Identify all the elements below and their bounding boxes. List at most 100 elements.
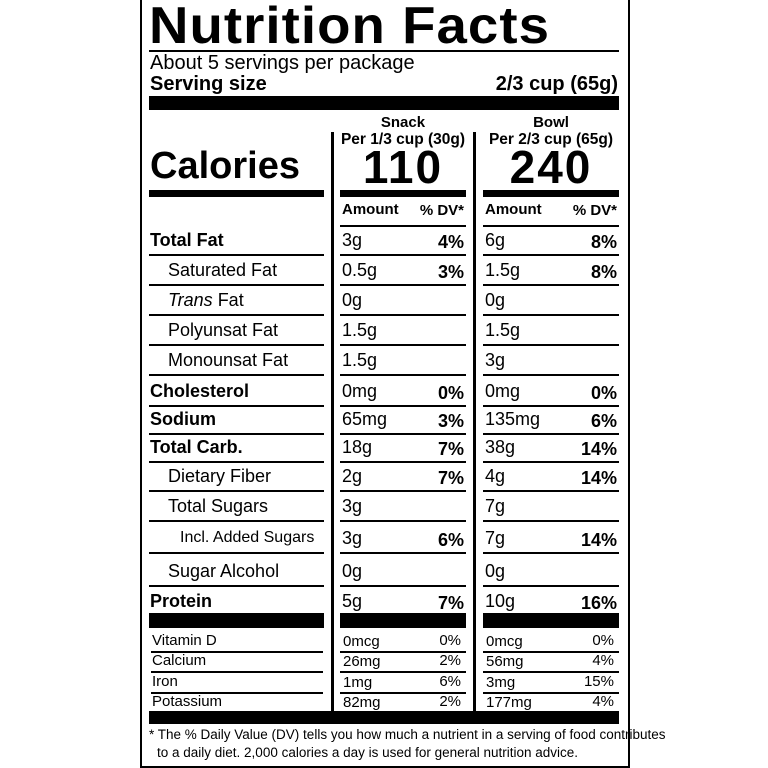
bowl-dv: 8% [590, 262, 617, 282]
divider [149, 490, 324, 492]
divider [340, 520, 466, 522]
divider [149, 433, 324, 435]
vitamin-label: Calcium [152, 652, 207, 669]
bowl-vitamin-amount: 0mcg [486, 633, 523, 650]
divider [340, 225, 466, 227]
divider [483, 552, 619, 554]
thick-divider [483, 613, 619, 628]
bowl-vitamin-dv: 15% [583, 673, 614, 690]
divider [340, 552, 466, 554]
bowl-vitamin-dv: 0% [592, 632, 614, 649]
column-calories: 240 [509, 141, 593, 193]
snack-dv: 6% [437, 530, 464, 550]
divider [483, 490, 619, 492]
snack-amount: 0mg [342, 381, 378, 401]
divider [151, 651, 323, 653]
divider [483, 374, 619, 376]
divider [149, 314, 324, 316]
divider [149, 374, 324, 376]
nutrient-label: Total Fat [150, 230, 224, 250]
nutrient-label: Cholesterol [150, 381, 250, 401]
servings-per-package: About 5 servings per package [150, 52, 415, 74]
nutrient-label: Protein [150, 591, 213, 611]
snack-vitamin-dv: 0% [439, 632, 461, 649]
divider [340, 374, 466, 376]
divider [340, 433, 466, 435]
divider [149, 284, 324, 286]
snack-amount: 0.5g [342, 260, 378, 280]
divider [483, 433, 619, 435]
column-divider [331, 132, 334, 714]
nutrient-label: Sugar Alcohol [168, 561, 280, 581]
snack-amount: 65mg [342, 409, 388, 429]
bowl-amount: 0mg [485, 381, 521, 401]
divider [149, 344, 324, 346]
snack-amount: 3g [342, 528, 363, 548]
snack-vitamin-dv: 2% [439, 693, 461, 710]
bowl-dv: 14% [580, 530, 617, 550]
snack-dv: 0% [437, 383, 464, 403]
bowl-amount: 135mg [485, 409, 541, 429]
divider [483, 344, 619, 346]
vitamin-label: Vitamin D [152, 632, 217, 649]
dv-header: % DV* [572, 202, 617, 219]
divider [149, 520, 324, 522]
nutrient-label: Saturated Fat [168, 260, 278, 280]
divider [149, 585, 324, 587]
snack-amount: 0g [342, 290, 363, 310]
snack-vitamin-amount: 0mcg [343, 633, 380, 650]
divider [151, 692, 323, 694]
bowl-amount: 6g [485, 230, 506, 250]
divider [149, 50, 619, 52]
nutrient-label-italic: Trans [168, 290, 213, 310]
divider [483, 692, 619, 694]
nutrient-label: Monounsat Fat [168, 350, 289, 370]
column-serving: Per 2/3 cup (65g) [488, 131, 614, 148]
bowl-dv: 0% [590, 383, 617, 403]
snack-amount: 0g [342, 561, 363, 581]
label-title: Nutrition Facts [149, 0, 551, 55]
thick-divider [149, 711, 619, 724]
divider [149, 190, 324, 197]
divider [483, 520, 619, 522]
column-divider [473, 132, 476, 714]
snack-vitamin-dv: 6% [439, 673, 461, 690]
bowl-amount: 1.5g [485, 320, 521, 340]
column-name: Snack [380, 114, 426, 131]
snack-dv: 7% [437, 468, 464, 488]
snack-vitamin-amount: 82mg [343, 694, 381, 711]
snack-amount: 18g [342, 437, 373, 457]
nutrient-label: Total Carb. [150, 437, 243, 457]
nutrient-label: Dietary Fiber [168, 466, 272, 486]
bowl-amount: 1.5g [485, 260, 521, 280]
divider [340, 585, 466, 587]
footnote-line: * The % Daily Value (DV) tells you how m… [149, 727, 666, 742]
thick-divider [340, 613, 466, 628]
footnote-line: to a daily diet. 2,000 calories a day is… [157, 745, 578, 760]
nutrient-label: Total Sugars [168, 496, 269, 516]
snack-dv: 7% [437, 593, 464, 613]
amount-header: Amount [342, 201, 399, 218]
nutrition-label [140, 0, 630, 768]
divider [149, 405, 324, 407]
snack-dv: 7% [437, 439, 464, 459]
snack-amount: 2g [342, 466, 363, 486]
serving-size-label: Serving size [150, 73, 267, 95]
divider [149, 254, 324, 256]
vitamin-label: Potassium [152, 693, 223, 710]
bowl-dv: 16% [580, 593, 617, 613]
divider [340, 254, 466, 256]
snack-amount: 3g [342, 230, 363, 250]
bowl-dv: 14% [580, 468, 617, 488]
bowl-dv: 14% [580, 439, 617, 459]
divider [340, 405, 466, 407]
divider [149, 461, 324, 463]
divider [483, 651, 619, 653]
nutrient-label: Polyunsat Fat [168, 320, 279, 340]
nutrient-label: Incl. Added Sugars [180, 529, 315, 546]
divider [483, 461, 619, 463]
snack-dv: 4% [437, 232, 464, 252]
snack-vitamin-amount: 26mg [343, 653, 381, 670]
divider [483, 405, 619, 407]
snack-dv: 3% [437, 411, 464, 431]
